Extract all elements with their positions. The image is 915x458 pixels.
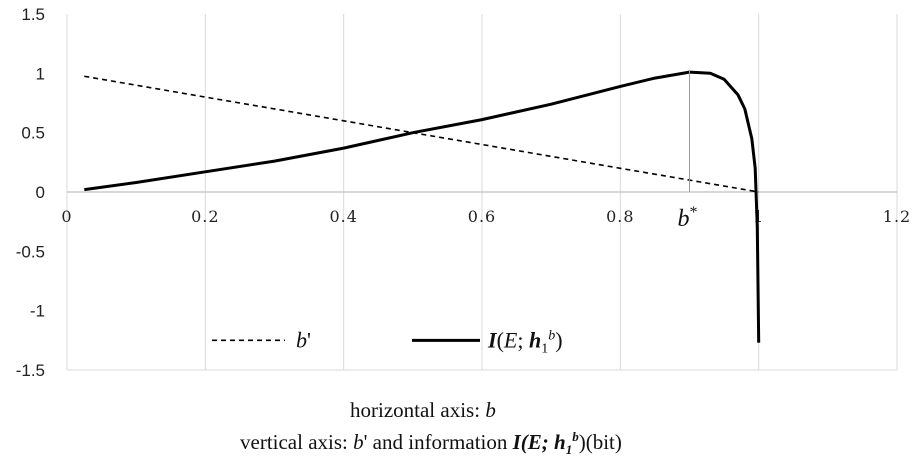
x-tick-label: 0.4 [329, 207, 357, 226]
x-tick-label: 1 [753, 207, 764, 226]
x-tick-labels: 0 0.2 0.4 0.6 0.8 1 1.2 [61, 207, 911, 226]
caption-line2-var: b [353, 430, 364, 454]
x-tick-label: 0.2 [191, 207, 219, 226]
caption-formula-sup: b [572, 429, 579, 444]
x-tick-label: 0 [61, 207, 72, 226]
caption-horizontal-axis: horizontal axis: b [350, 398, 496, 423]
annotation-star: * [690, 204, 698, 221]
x-tick-label: 0.8 [606, 207, 634, 226]
y-tick-label: 0.5 [21, 124, 45, 143]
caption-formula-sub: 1 [565, 442, 573, 458]
y-tick-label: 0 [36, 183, 45, 202]
caption-line2-prefix: vertical axis: [240, 430, 354, 454]
caption-line2-formula: I(E; h1b [512, 429, 579, 458]
annotation: b* [678, 70, 698, 232]
caption-formula-main: I(E; h [512, 430, 566, 454]
y-tick-label: 1 [36, 64, 45, 83]
caption-vertical-axis: vertical axis: b' and information I(E; h… [240, 429, 622, 458]
x-tick-label: 1.2 [883, 207, 911, 226]
y-tick-labels: 1.5 1 0.5 0 -0.5 -1 -1.5 [16, 5, 45, 380]
caption-line1-prefix: horizontal axis: [350, 398, 486, 422]
legend-label-information: I(E; h1b) [487, 327, 563, 356]
series-information-line [84, 70, 761, 343]
legend: b' I(E; h1b) [212, 327, 563, 356]
caption-line2-close: ) [578, 430, 586, 454]
caption-line2-mid: ' and information [363, 430, 513, 454]
caption-line1-var: b [485, 398, 496, 422]
caption-line2-unit: (bit) [585, 430, 622, 454]
annotation-label: b* [678, 204, 698, 232]
y-tick-label: 1.5 [21, 5, 45, 24]
y-tick-label: -1.5 [16, 361, 45, 380]
x-tick-label: 0.6 [468, 207, 496, 226]
series-lines [84, 70, 761, 343]
y-tick-label: -1 [30, 302, 45, 321]
y-tick-label: -0.5 [16, 242, 45, 261]
legend-label-b-prime: b' [296, 327, 311, 352]
